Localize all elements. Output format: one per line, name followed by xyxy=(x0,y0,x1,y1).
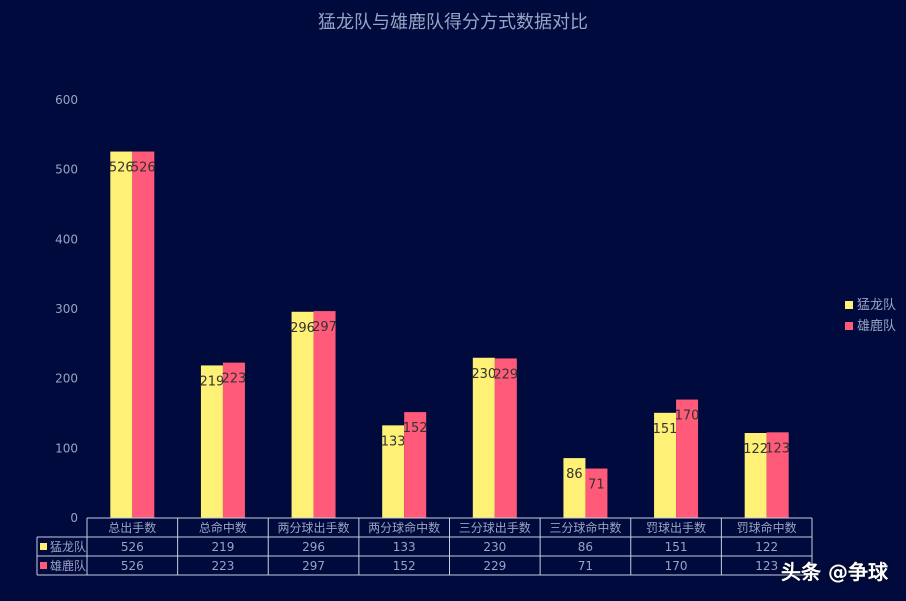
y-tick-label: 600 xyxy=(55,93,78,107)
table-cell: 86 xyxy=(578,540,593,554)
legend-label: 猛龙队 xyxy=(857,298,896,313)
data-label: 219 xyxy=(200,374,225,389)
table-cell: 152 xyxy=(393,559,416,573)
table-series-name: 猛龙队 xyxy=(50,539,86,554)
watermark: 头条 @争球 xyxy=(781,560,888,584)
data-label: 122 xyxy=(743,442,768,457)
data-label: 296 xyxy=(290,321,315,336)
y-tick-label: 100 xyxy=(55,441,78,455)
bar-raptors xyxy=(291,311,314,518)
table-cell: 223 xyxy=(211,559,234,573)
bar-bucks xyxy=(585,468,608,518)
table-cell: 230 xyxy=(483,540,506,554)
table-cell: 296 xyxy=(302,540,325,554)
bar-bucks xyxy=(132,151,155,518)
table-cell: 219 xyxy=(211,540,234,554)
bar-raptors xyxy=(654,412,677,518)
data-label: 170 xyxy=(675,409,700,424)
data-label: 123 xyxy=(765,441,790,456)
table-cell: 526 xyxy=(121,559,144,573)
table-cell: 123 xyxy=(755,559,778,573)
data-label: 229 xyxy=(493,367,518,382)
x-tick-label: 总出手数 xyxy=(108,520,156,535)
table-cell: 151 xyxy=(665,540,688,554)
table-cell: 526 xyxy=(121,540,144,554)
y-tick-label: 300 xyxy=(55,302,78,316)
bar-bucks xyxy=(766,432,789,518)
y-tick-label: 400 xyxy=(55,232,78,246)
table-legend-swatch xyxy=(40,562,47,569)
x-tick-label: 罚球出手数 xyxy=(646,520,706,535)
table-cell: 170 xyxy=(665,559,688,573)
bar-bucks xyxy=(222,362,245,518)
bar-raptors xyxy=(382,425,405,518)
data-label: 133 xyxy=(381,434,406,449)
y-tick-label: 200 xyxy=(55,372,78,386)
x-tick-label: 罚球命中数 xyxy=(737,520,797,535)
data-label: 230 xyxy=(471,367,496,382)
bar-raptors xyxy=(563,458,586,518)
chart-title: 猛龙队与雄鹿队得分方式数据对比 xyxy=(318,12,588,33)
data-label: 297 xyxy=(312,320,337,335)
x-tick-label: 两分球出手数 xyxy=(278,520,350,535)
table-legend-swatch xyxy=(40,543,47,550)
table-cell: 297 xyxy=(302,559,325,573)
bar-bucks xyxy=(676,399,699,518)
legend-swatch xyxy=(845,322,853,330)
table-series-name: 雄鹿队 xyxy=(50,558,86,573)
legend-swatch xyxy=(845,301,853,309)
data-label: 71 xyxy=(588,478,605,493)
data-label: 86 xyxy=(566,467,583,482)
y-tick-label: 500 xyxy=(55,163,78,177)
x-tick-label: 两分球命中数 xyxy=(368,520,440,535)
table-cell: 71 xyxy=(578,559,593,573)
data-label: 223 xyxy=(222,372,247,387)
bar-bucks xyxy=(404,412,427,518)
data-label: 151 xyxy=(653,422,678,437)
table-cell: 122 xyxy=(755,540,778,554)
bar-bucks xyxy=(313,311,336,518)
x-tick-label: 三分球命中数 xyxy=(549,520,621,535)
y-tick-label: 0 xyxy=(70,511,78,525)
x-tick-label: 三分球出手数 xyxy=(459,520,531,535)
table-cell: 229 xyxy=(483,559,506,573)
bar-bucks xyxy=(494,358,517,518)
bar-raptors xyxy=(110,151,133,518)
data-label: 526 xyxy=(109,161,134,176)
data-label: 152 xyxy=(403,421,428,436)
bar-raptors xyxy=(200,365,223,518)
bar-raptors xyxy=(472,357,495,518)
data-label: 526 xyxy=(131,161,156,176)
legend-label: 雄鹿队 xyxy=(857,318,896,334)
table-cell: 133 xyxy=(393,540,416,554)
x-tick-label: 总命中数 xyxy=(199,520,247,535)
bar-raptors xyxy=(744,433,767,518)
